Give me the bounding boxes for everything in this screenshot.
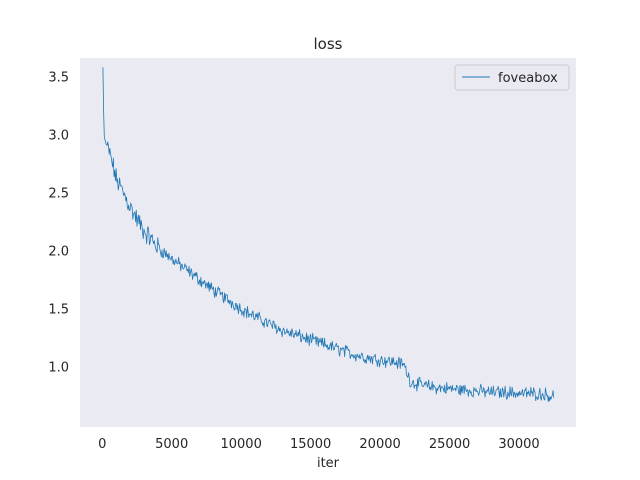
y-tick-label: 3.5	[48, 71, 69, 86]
x-tick-label: 15000	[290, 437, 331, 452]
y-tick-label: 1.5	[48, 303, 69, 318]
series-layer	[102, 67, 555, 403]
x-axis-label: iter	[317, 456, 340, 471]
x-tick-label: 10000	[220, 437, 261, 452]
x-tick-label: 30000	[498, 437, 539, 452]
legend-label-foveabox: foveabox	[498, 71, 558, 86]
x-tick-label: 0	[98, 437, 106, 452]
legend: foveabox	[454, 64, 570, 91]
y-tick-label: 1.0	[48, 361, 69, 376]
y-tick-label: 2.5	[48, 187, 69, 202]
legend-box	[454, 64, 570, 91]
x-tick-label: 5000	[155, 437, 188, 452]
y-tick-label: 2.0	[48, 245, 69, 260]
y-tick-label: 3.0	[48, 129, 69, 144]
series-line-foveabox	[102, 67, 555, 403]
x-tick-labels: 0 5000 10000 15000 20000 25000 30000	[98, 437, 540, 452]
chart-title: loss	[314, 35, 343, 53]
x-tick-label: 25000	[429, 437, 470, 452]
x-tick-label: 20000	[359, 437, 400, 452]
plot-background	[80, 58, 576, 427]
y-tick-labels: 1.0 1.5 2.0 2.5 3.0 3.5	[48, 71, 69, 376]
